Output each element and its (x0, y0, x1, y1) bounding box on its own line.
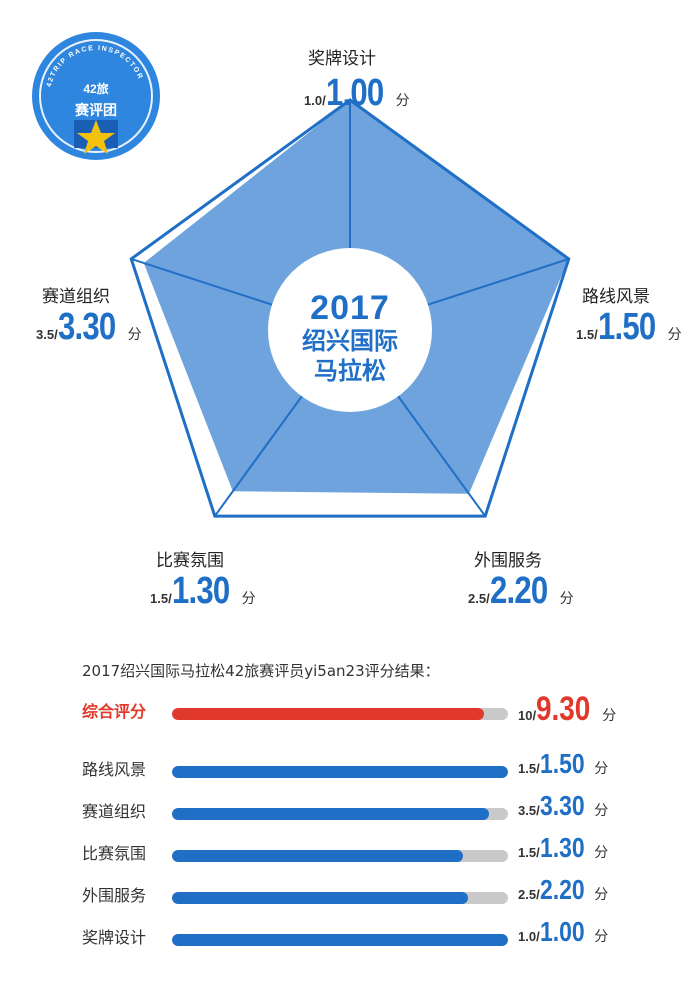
bar-score-max: 1.5/ (518, 761, 540, 776)
bar-label: 外围服务 (82, 886, 147, 905)
bar-score: 3.5/3.30 分 (518, 790, 608, 822)
bar-score-unit: 分 (602, 708, 617, 724)
bar-score-max: 2.5/ (518, 887, 540, 902)
bar-score-unit: 分 (594, 803, 609, 819)
bar-row: 奖牌设计 1.0/1.00 分 (0, 916, 700, 956)
axis-label-medal: 奖牌设计 (308, 49, 376, 69)
center-circle (268, 248, 432, 412)
score-unit: 分 (127, 327, 142, 343)
axis-label-scenery: 路线风景 (582, 287, 650, 307)
score-max: 1.5/ (150, 591, 172, 606)
bar-fill (172, 766, 508, 778)
radar-chart: 42TRIP RACE INSPECTOR 42旅 赛评团 2017 绍兴国际 … (30, 30, 682, 613)
bar-score: 1.5/1.50 分 (518, 748, 608, 780)
score-max: 1.0/ (304, 93, 326, 108)
center-name-line2: 马拉松 (314, 357, 386, 385)
bar-fill (172, 708, 485, 720)
center-name-line1: 绍兴国际 (302, 327, 398, 355)
bar-score-value: 2.20 (539, 874, 585, 905)
score-atmosphere: 1.5/ 1.30 分 (150, 570, 256, 613)
score-unit: 分 (241, 591, 256, 607)
bar-label: 奖牌设计 (82, 928, 147, 947)
bar-label: 综合评分 (82, 702, 147, 721)
bar-score-unit: 分 (594, 761, 609, 777)
score-unit: 分 (667, 327, 682, 343)
bar-score-unit: 分 (594, 845, 609, 861)
bar-track (172, 766, 508, 778)
score-scenery: 1.5/ 1.50 分 (576, 306, 682, 349)
score-max: 1.5/ (576, 327, 598, 342)
bar-fill (172, 934, 508, 946)
score-value: 1.50 (597, 306, 656, 348)
score-value: 3.30 (57, 306, 116, 348)
bar-fill (172, 892, 468, 904)
bar-label: 比赛氛围 (82, 844, 147, 863)
score-medal: 1.0/ 1.00 分 (304, 72, 410, 115)
bar-score-max: 10/ (518, 708, 537, 723)
bar-row: 赛道组织 3.5/3.30 分 (0, 790, 700, 830)
bar-score: 2.5/2.20 分 (518, 874, 608, 906)
bar-score-value: 3.30 (539, 790, 585, 821)
bar-score-value: 9.30 (536, 690, 591, 728)
bar-row: 外围服务 2.5/2.20 分 (0, 874, 700, 914)
bar-row: 路线风景 1.5/1.50 分 (0, 748, 700, 788)
bar-score-max: 1.5/ (518, 845, 540, 860)
score-unit: 分 (395, 93, 410, 109)
bar-track (172, 892, 508, 904)
bar-track (172, 850, 508, 862)
bar-score-max: 3.5/ (518, 803, 540, 818)
bar-track (172, 708, 508, 720)
score-course: 3.5/ 3.30 分 (36, 306, 142, 349)
bar-score: 1.0/1.00 分 (518, 916, 608, 948)
score-value: 1.00 (325, 72, 384, 114)
score-max: 3.5/ (36, 327, 58, 342)
bar-score-value: 1.30 (539, 832, 585, 863)
bar-score: 10/9.30 分 (518, 690, 616, 729)
badge-title: 赛评团 (75, 103, 117, 119)
bar-label: 赛道组织 (82, 802, 147, 821)
bar-score-value: 1.50 (539, 748, 585, 779)
bar-track (172, 808, 508, 820)
inspector-badge: 42TRIP RACE INSPECTOR 42旅 赛评团 (30, 30, 162, 162)
center-title: 2017 绍兴国际 马拉松 (270, 290, 430, 386)
results-heading: 2017绍兴国际马拉松42旅赛评员yi5an23评分结果： (82, 662, 440, 680)
bar-score-unit: 分 (594, 887, 609, 903)
score-unit: 分 (559, 591, 574, 607)
score-value: 2.20 (489, 570, 548, 612)
score-max: 2.5/ (468, 591, 490, 606)
bar-fill (172, 808, 489, 820)
radar-frame (129, 98, 571, 518)
axis-label-course: 赛道组织 (42, 287, 110, 307)
score-service: 2.5/ 2.20 分 (468, 570, 574, 613)
bar-row-total: 综合评分 10/9.30 分 (0, 690, 700, 730)
bar-score-max: 1.0/ (518, 929, 540, 944)
bar-score-value: 1.00 (539, 916, 585, 947)
bar-track (172, 934, 508, 946)
bar-row: 比赛氛围 1.5/1.30 分 (0, 832, 700, 872)
center-year: 2017 (310, 289, 390, 327)
badge-emblem-icon: 42TRIP RACE INSPECTOR (32, 32, 160, 160)
badge-number: 42旅 (83, 82, 109, 96)
radar-svg (129, 98, 571, 518)
bar-score-unit: 分 (594, 929, 609, 945)
bar-fill (172, 850, 464, 862)
axis-label-service: 外围服务 (474, 551, 542, 571)
axis-label-atmosphere: 比赛氛围 (156, 551, 224, 571)
bar-label: 路线风景 (82, 760, 147, 779)
score-value: 1.30 (171, 570, 230, 612)
bar-score: 1.5/1.30 分 (518, 832, 608, 864)
